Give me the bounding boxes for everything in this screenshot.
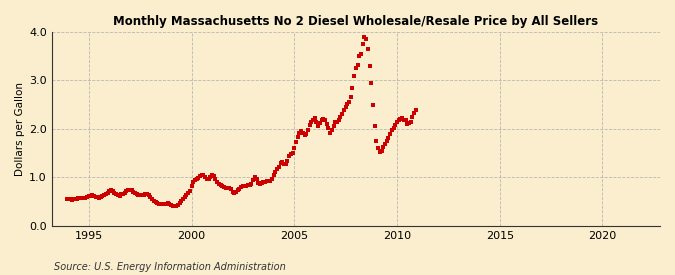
Title: Monthly Massachusetts No 2 Diesel Wholesale/Resale Price by All Sellers: Monthly Massachusetts No 2 Diesel Wholes… [113, 15, 599, 28]
Y-axis label: Dollars per Gallon: Dollars per Gallon [15, 82, 25, 176]
Text: Source: U.S. Energy Information Administration: Source: U.S. Energy Information Administ… [54, 262, 286, 272]
